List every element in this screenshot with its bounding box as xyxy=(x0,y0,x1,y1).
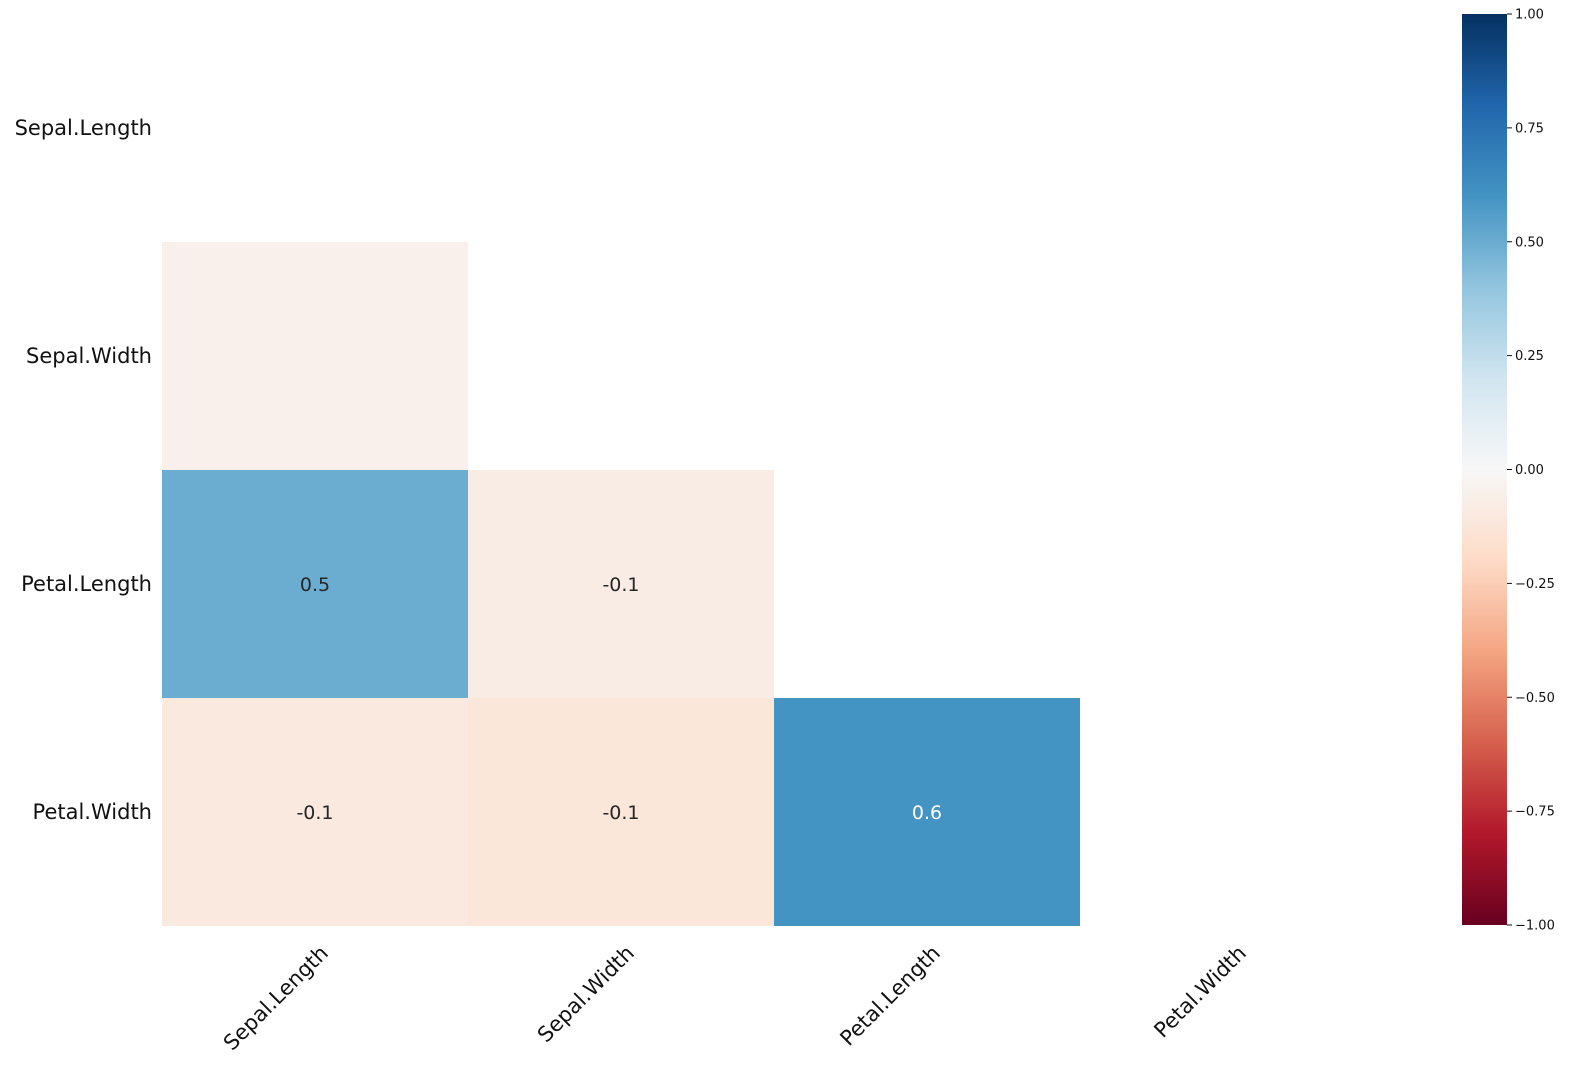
cell-value-label: -0.1 xyxy=(602,802,639,824)
colorbar-tick-label: −1.00 xyxy=(1515,919,1555,934)
colorbar-tick-label: 0.50 xyxy=(1515,235,1544,250)
heatmap-cell xyxy=(774,698,1080,926)
heatmap-cell xyxy=(162,470,468,698)
colorbar: 1.00 0.75 0.50 0.25 0.00 −0.25 −0.50 −0.75 −1.00 xyxy=(1462,8,1555,934)
heatmap-cell xyxy=(468,470,774,698)
cell-value-label: 0.5 xyxy=(300,574,330,596)
heatmap-cell xyxy=(468,698,774,926)
x-tick-label: Petal.Length xyxy=(835,941,945,1051)
cell-value-label: -0.1 xyxy=(296,802,333,824)
y-tick-label: Sepal.Width xyxy=(26,344,152,368)
colorbar-tick-label: 0.00 xyxy=(1515,463,1544,478)
colorbar-tick-label: −0.25 xyxy=(1515,577,1555,592)
colorbar-tick-label: 1.00 xyxy=(1515,8,1544,23)
heatmap-cell xyxy=(162,242,468,470)
x-tick-label: Sepal.Width xyxy=(533,941,639,1047)
y-tick-label: Petal.Length xyxy=(21,572,152,596)
x-tick-label: Petal.Width xyxy=(1149,941,1250,1042)
y-axis-labels: Sepal.Length Sepal.Width Petal.Length Petal… xyxy=(15,116,152,824)
x-axis-labels: Sepal.Length Sepal.Width Petal.Length Petal… xyxy=(219,941,1251,1055)
colorbar-tick-label: −0.75 xyxy=(1515,805,1555,820)
cell-value-label: -0.1 xyxy=(602,574,639,596)
cell-labels: 0.5 -0.1 -0.1 -0.1 0.6 xyxy=(296,574,942,824)
y-tick-label: Petal.Width xyxy=(33,800,152,824)
colorbar-gradient xyxy=(1462,14,1507,925)
colorbar-tick-label: −0.50 xyxy=(1515,691,1555,706)
cell-value-label: 0.6 xyxy=(912,802,942,824)
colorbar-tick-label: 0.25 xyxy=(1515,349,1544,364)
heatmap-cells xyxy=(162,242,1080,926)
colorbar-tick-label: 0.75 xyxy=(1515,121,1544,136)
x-tick-label: Sepal.Length xyxy=(219,941,333,1055)
y-tick-label: Sepal.Length xyxy=(15,116,152,140)
heatmap-cell xyxy=(162,698,468,926)
